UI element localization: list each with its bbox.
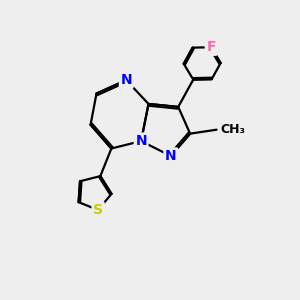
Text: N: N [165, 149, 177, 163]
Text: S: S [93, 203, 103, 217]
Text: F: F [206, 40, 216, 54]
Text: N: N [120, 73, 132, 87]
Text: N: N [135, 134, 147, 148]
Text: CH₃: CH₃ [220, 123, 245, 136]
